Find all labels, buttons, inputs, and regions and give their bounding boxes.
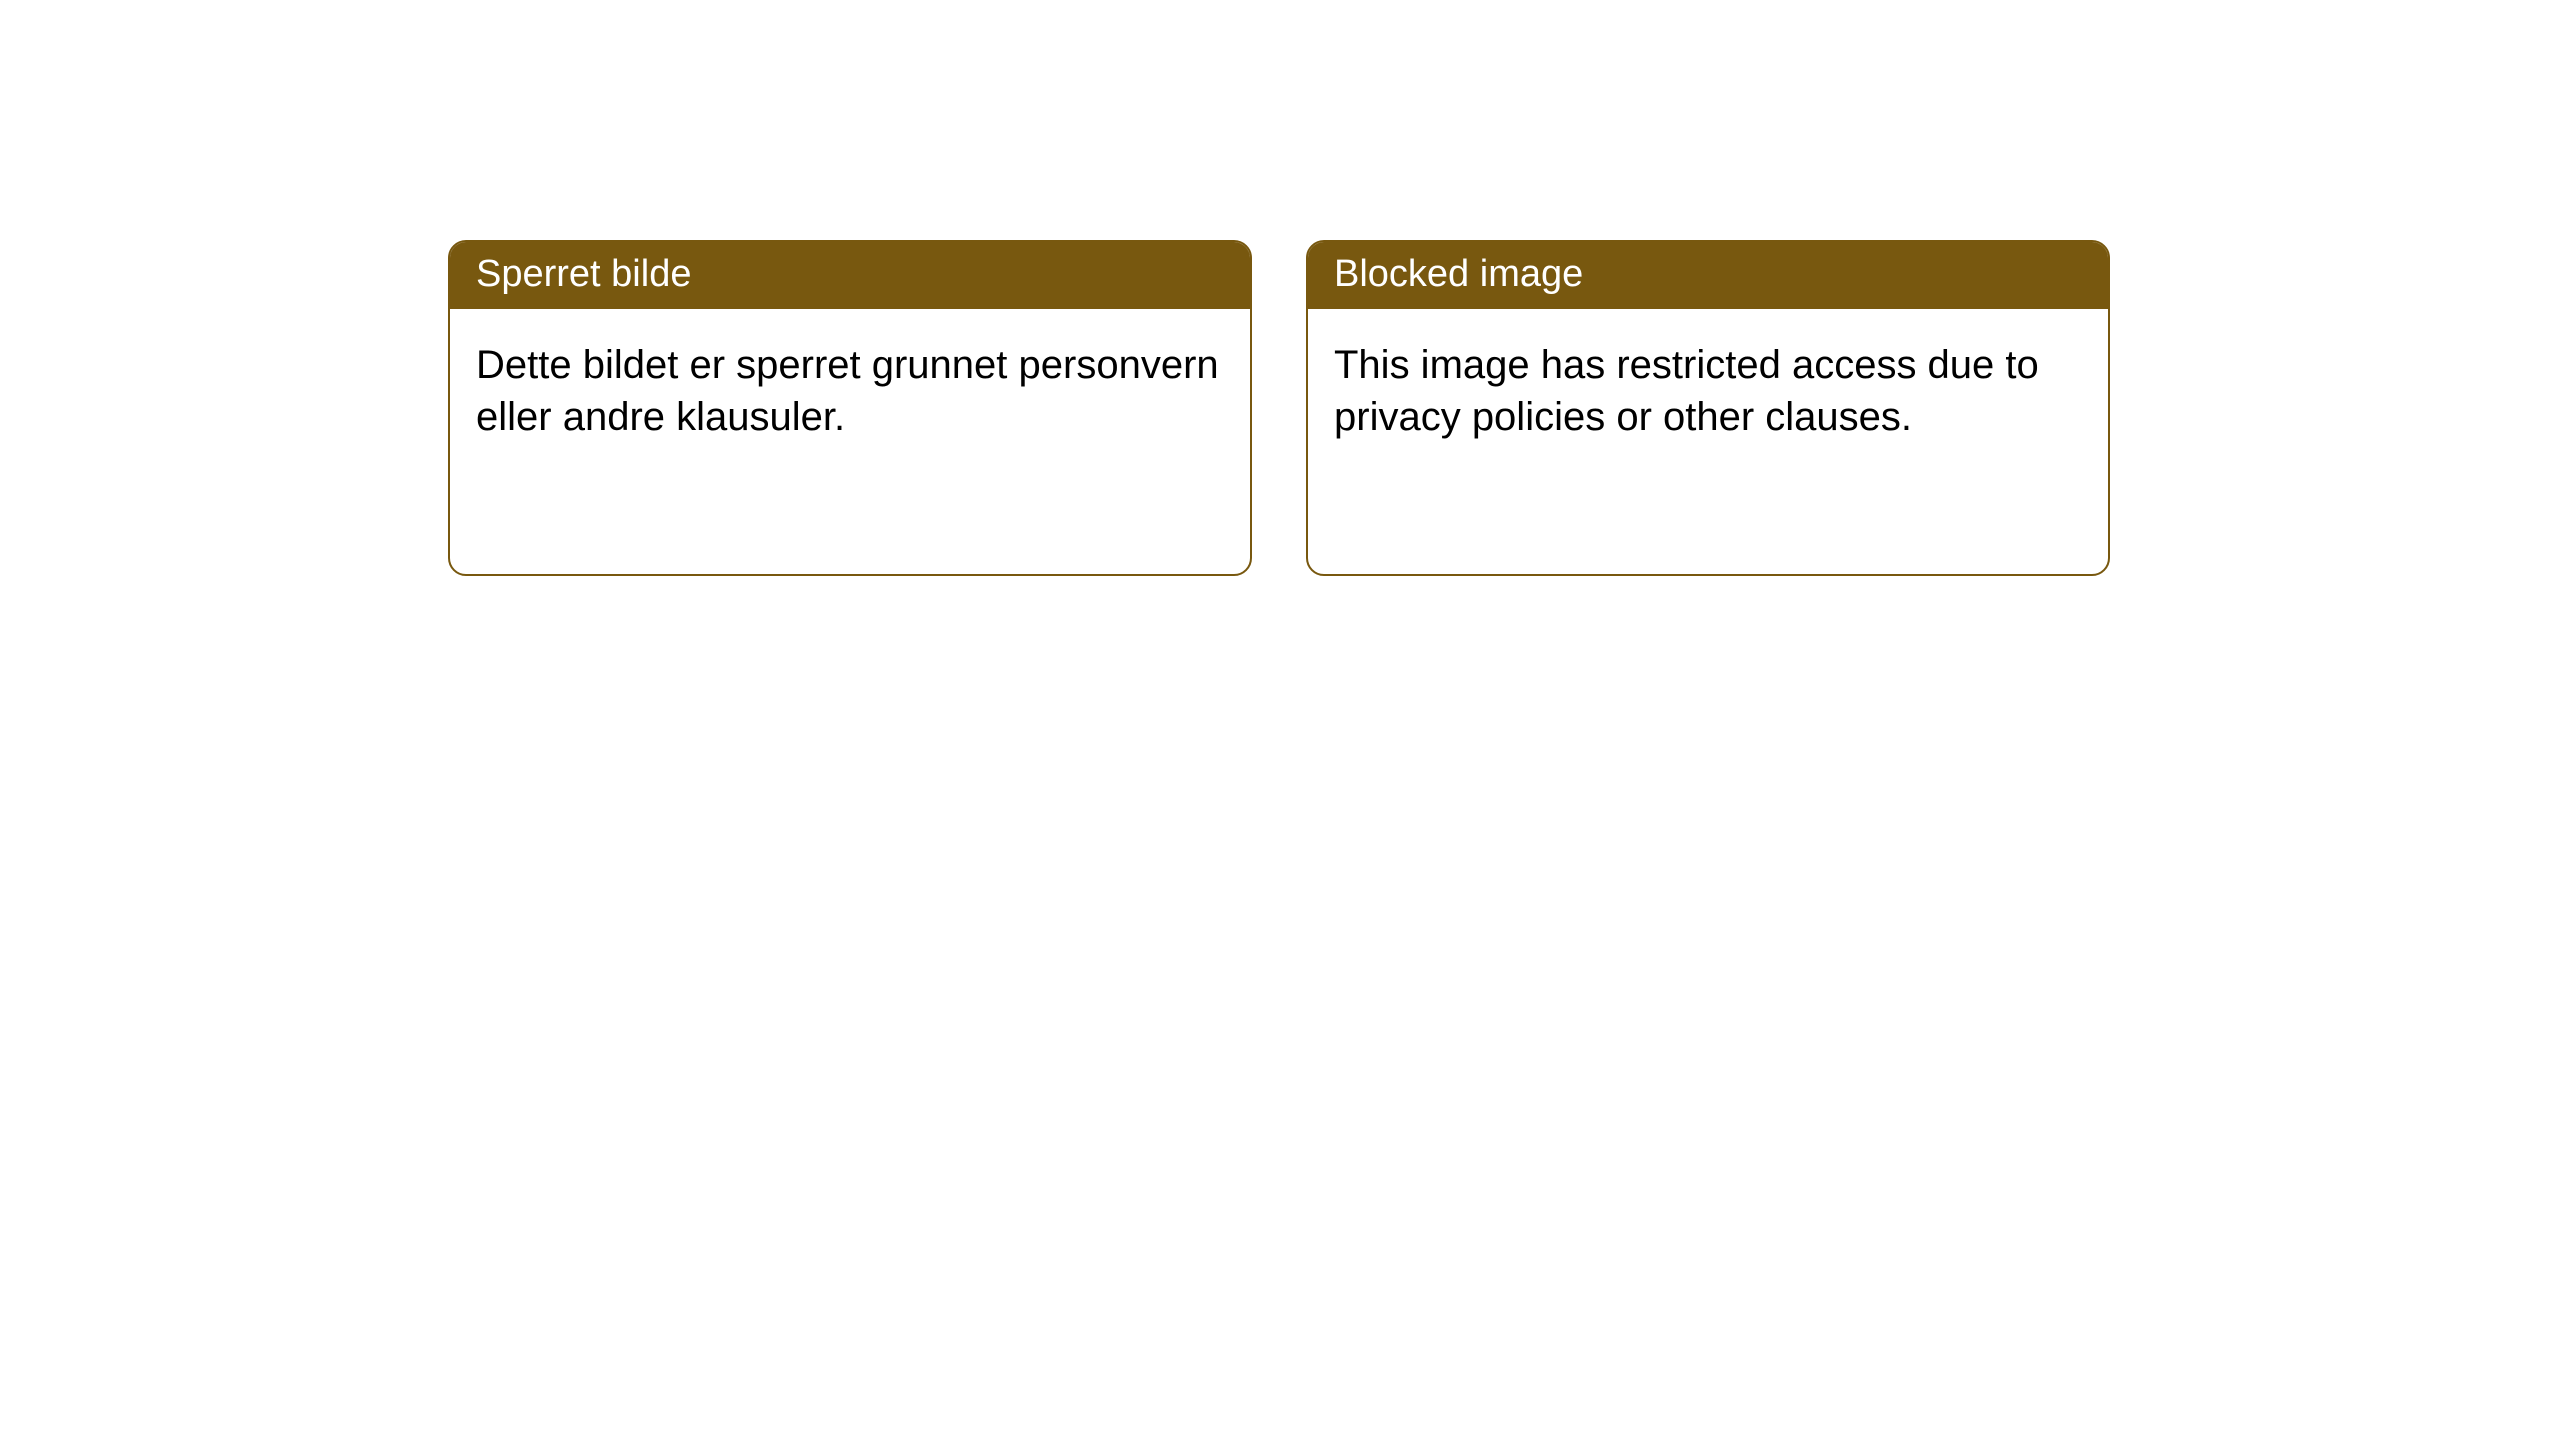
notice-card-english: Blocked image This image has restricted … — [1306, 240, 2110, 576]
card-body: Dette bildet er sperret grunnet personve… — [450, 309, 1250, 473]
notice-card-norwegian: Sperret bilde Dette bildet er sperret gr… — [448, 240, 1252, 576]
card-body: This image has restricted access due to … — [1308, 309, 2108, 473]
notice-cards-container: Sperret bilde Dette bildet er sperret gr… — [0, 0, 2560, 576]
card-header: Blocked image — [1308, 242, 2108, 309]
card-header: Sperret bilde — [450, 242, 1250, 309]
